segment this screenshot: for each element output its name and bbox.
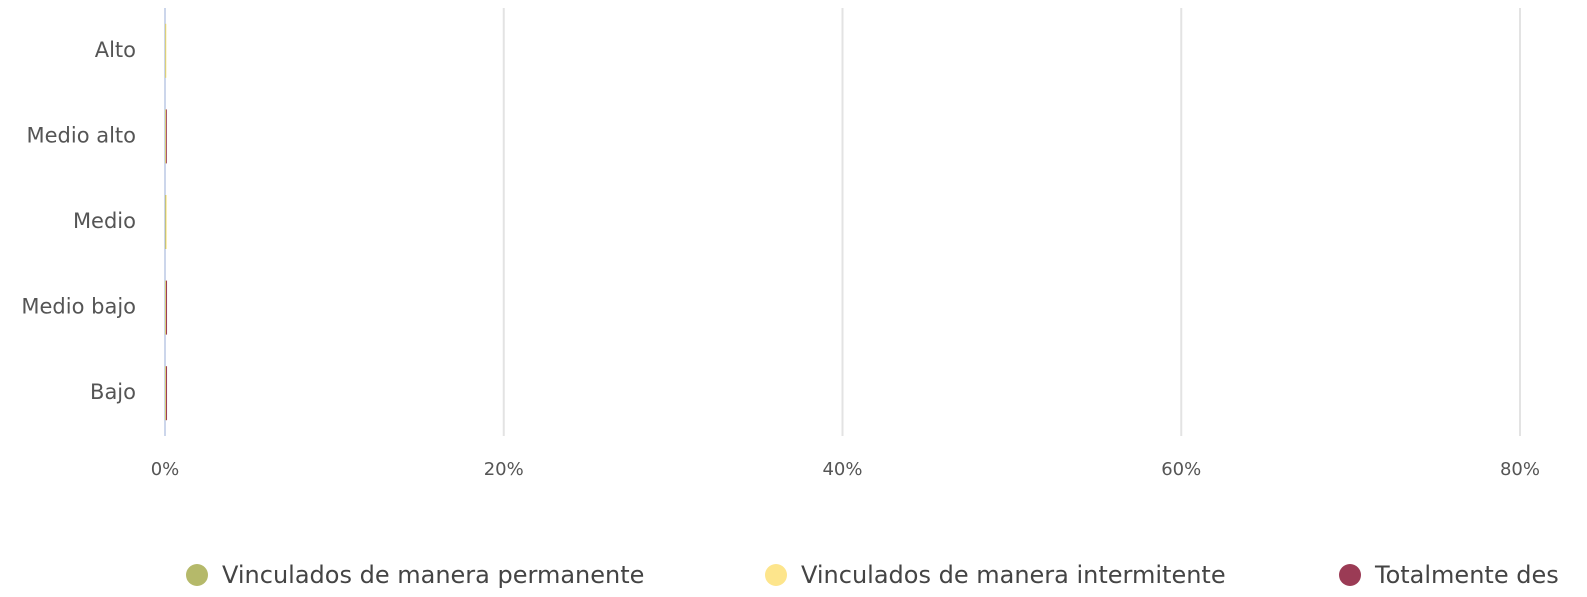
bar xyxy=(165,366,166,421)
bar xyxy=(166,366,168,421)
bar xyxy=(165,195,167,249)
legend-marker xyxy=(186,564,208,586)
y-tick-label: Medio bajo xyxy=(21,295,136,319)
bar xyxy=(165,280,166,335)
y-tick-label: Alto xyxy=(95,38,136,62)
bar xyxy=(165,366,167,421)
x-tick-label: 0% xyxy=(151,459,180,480)
legend-label: Vinculados de manera permanente xyxy=(222,561,644,589)
y-tick-label: Medio xyxy=(73,209,136,233)
bar xyxy=(165,280,167,335)
bar xyxy=(166,280,168,335)
bar xyxy=(166,109,167,164)
legend-label: Vinculados de manera intermitente xyxy=(801,561,1226,589)
bar xyxy=(165,109,166,164)
legend-label: Totalmente des xyxy=(1374,561,1559,589)
bar xyxy=(165,23,167,78)
bar xyxy=(165,23,166,78)
y-tick-label: Bajo xyxy=(90,380,136,404)
x-tick-label: 60% xyxy=(1161,459,1201,480)
x-tick-label: 80% xyxy=(1500,459,1540,480)
x-tick-label: 20% xyxy=(484,459,524,480)
legend-marker xyxy=(765,564,787,586)
y-tick-label: Medio alto xyxy=(26,123,136,147)
bar xyxy=(165,109,167,164)
legend-marker xyxy=(1339,564,1361,586)
x-tick-label: 40% xyxy=(822,459,862,480)
bar xyxy=(165,195,166,249)
